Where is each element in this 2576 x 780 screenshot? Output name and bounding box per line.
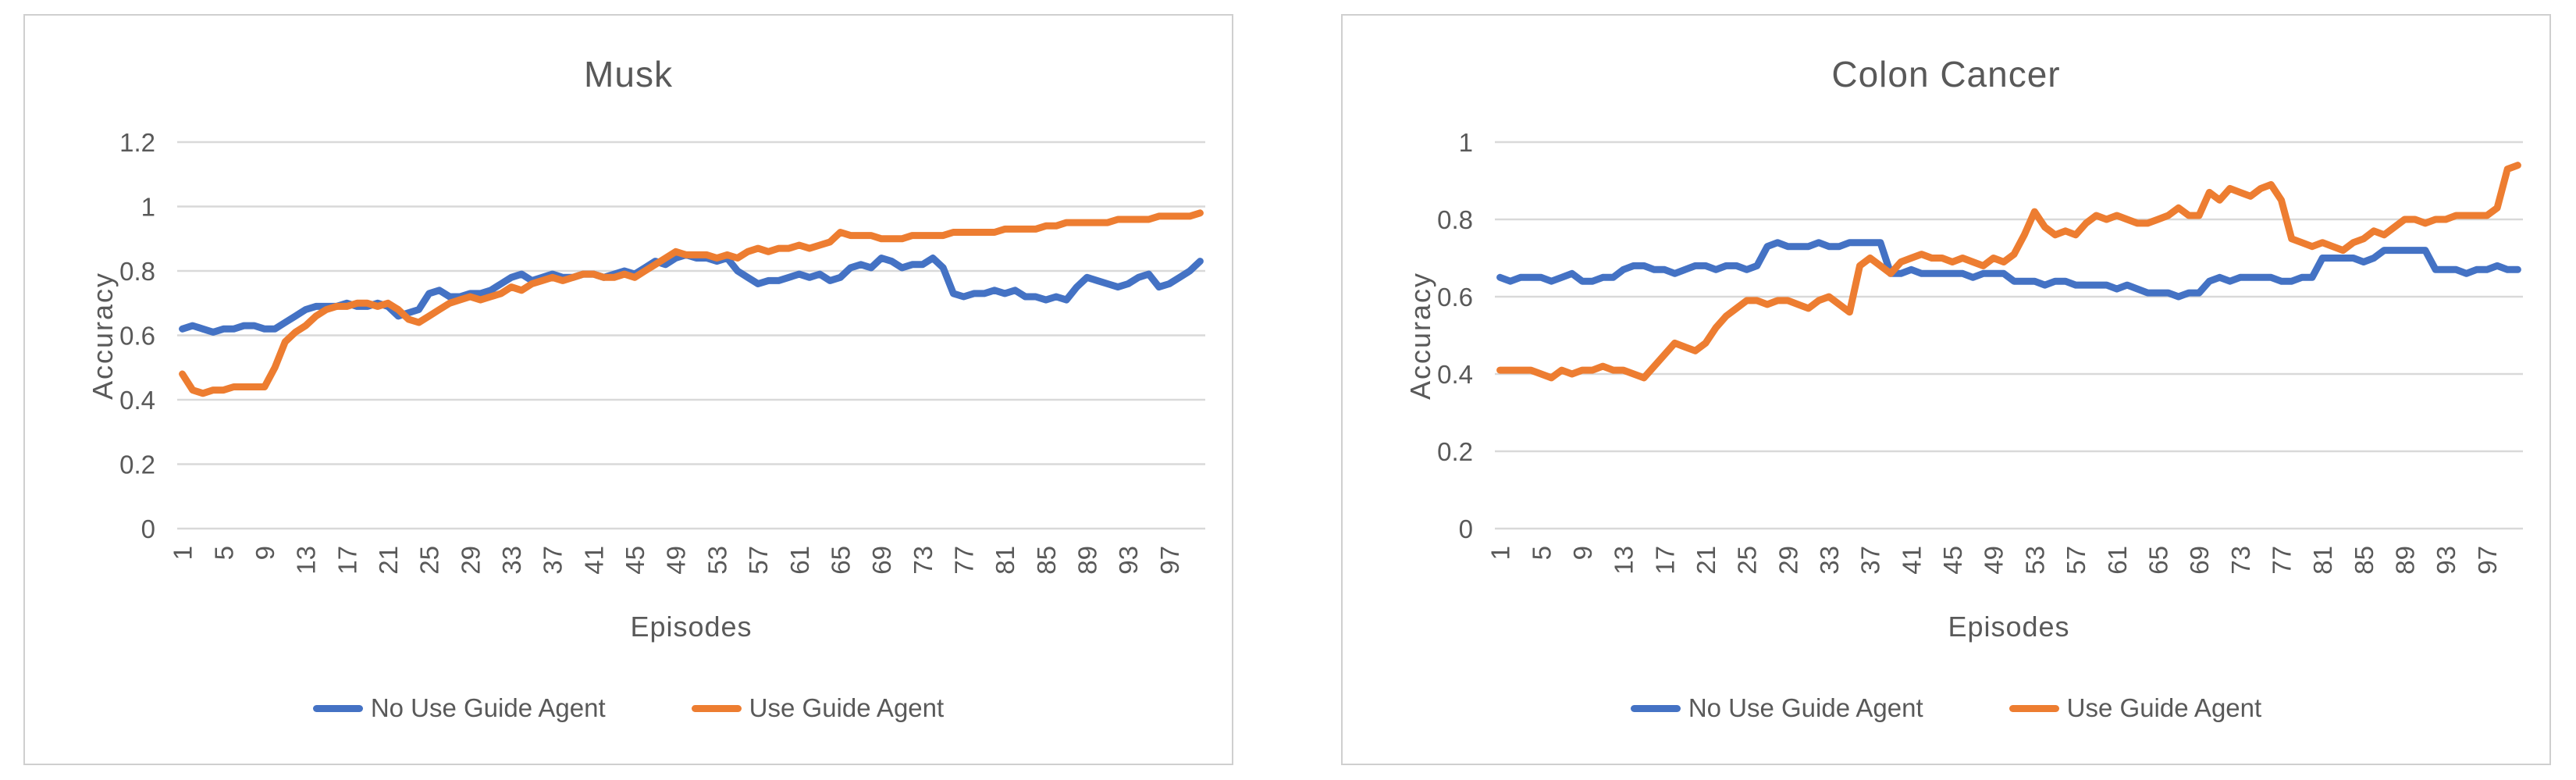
musk-chart-panel: Musk Accuracy 1.2 1 0.8 0.6 0.4 0.2 0 1 5 9 13 17 21… <box>23 14 1233 765</box>
y-tick-label: 0.2 <box>1437 437 1473 466</box>
legend-swatch-use-guide-agent <box>2008 704 2059 712</box>
legend-item-no-use-guide-agent: No Use Guide Agent <box>1630 693 1923 723</box>
x-tick-label: 29 <box>1774 546 1802 575</box>
legend: No Use Guide Agent Use Guide Agent <box>1343 693 2549 723</box>
x-tick-label: 25 <box>415 546 444 575</box>
y-tick-label: 1 <box>141 193 155 222</box>
x-tick-label: 37 <box>1856 546 1885 575</box>
x-tick-label: 89 <box>2391 546 2420 575</box>
x-tick-label: 97 <box>2473 546 2502 575</box>
x-tick-label: 73 <box>2226 546 2255 575</box>
x-tick-label: 65 <box>2144 546 2172 575</box>
series-line-no-use-guide-agent <box>179 251 1204 336</box>
x-tick-label: 73 <box>909 546 938 575</box>
y-tick-label: 0 <box>141 515 155 543</box>
x-tick-label: 69 <box>867 546 896 575</box>
y-tick-label: 0.8 <box>1437 205 1473 234</box>
legend-label: No Use Guide Agent <box>1688 693 1923 722</box>
x-tick-label: 5 <box>209 546 238 560</box>
chart-title: Colon Cancer <box>1831 54 2061 94</box>
x-tick-label: 21 <box>1692 546 1720 575</box>
legend-label: No Use Guide Agent <box>370 693 606 722</box>
x-tick-label: 1 <box>1486 546 1515 560</box>
x-tick-label: 5 <box>1527 546 1556 560</box>
legend-label: Use Guide Agent <box>2066 693 2262 722</box>
y-tick-label: 0.6 <box>1437 283 1473 312</box>
y-tick-label: 0.4 <box>1437 360 1473 389</box>
x-tick-label: 17 <box>1650 546 1679 575</box>
legend-item-no-use-guide-agent: No Use Guide Agent <box>312 693 606 723</box>
x-tick-label: 69 <box>2185 546 2214 575</box>
series-line-use-guide-agent <box>179 209 1204 397</box>
x-tick-label: 25 <box>1733 546 1762 575</box>
x-tick-label: 41 <box>579 546 608 575</box>
x-tick-label: 77 <box>950 546 979 575</box>
x-tick-label: 77 <box>2268 546 2297 575</box>
x-tick-label: 53 <box>703 546 731 575</box>
legend-swatch-no-use-guide-agent <box>1630 704 1681 712</box>
legend-swatch-no-use-guide-agent <box>312 704 363 712</box>
x-tick-label: 85 <box>2350 546 2379 575</box>
x-tick-label: 57 <box>2062 546 2090 575</box>
plot-area: 1.210.80.60.40.201 5 9 13 17 21 25 29 33 37 41 45 49… <box>119 128 1205 575</box>
x-tick-label: 33 <box>1815 546 1844 575</box>
x-tick-label: 81 <box>2308 546 2337 575</box>
x-tick-label: 9 <box>251 546 279 560</box>
y-tick-label: 0.8 <box>119 257 155 286</box>
x-tick-label: 13 <box>292 546 321 575</box>
x-tick-label: 93 <box>2432 546 2460 575</box>
x-tick-label: 53 <box>2020 546 2049 575</box>
x-tick-label: 61 <box>2103 546 2132 575</box>
x-tick-label: 89 <box>1073 546 1102 575</box>
legend-label: Use Guide Agent <box>749 693 945 722</box>
x-tick-label: 45 <box>621 546 649 575</box>
series-line-use-guide-agent <box>1496 162 2521 382</box>
x-tick-label: 17 <box>333 546 361 575</box>
x-tick-label: 41 <box>1897 546 1926 575</box>
x-tick-label: 49 <box>1980 546 2008 575</box>
plot-area: 10.80.60.40.201 5 9 13 17 21 25 29 33 37 41 45 49 53 5… <box>1437 128 2523 575</box>
x-tick-label: 45 <box>1938 546 1967 575</box>
y-tick-label: 0.6 <box>119 322 155 351</box>
x-tick-label: 29 <box>456 546 485 575</box>
x-axis-title: Episodes <box>1948 611 2070 643</box>
x-tick-label: 9 <box>1568 546 1597 560</box>
colon-cancer-chart-panel: Colon Cancer Accuracy 1 0.8 0.6 0.4 0.2 0 1 5 9 1… <box>1341 14 2551 765</box>
legend-item-use-guide-agent: Use Guide Agent <box>691 693 945 723</box>
x-axis-title: Episodes <box>630 611 753 643</box>
y-tick-label: 0.2 <box>119 451 155 479</box>
y-tick-label: 0 <box>1459 515 1473 543</box>
legend-swatch-use-guide-agent <box>691 704 742 712</box>
x-tick-label: 57 <box>744 546 773 575</box>
series-line-no-use-guide-agent <box>1496 239 2521 301</box>
y-tick-label: 1.2 <box>119 128 155 157</box>
y-tick-label: 0.4 <box>119 386 155 415</box>
legend: No Use Guide Agent Use Guide Agent <box>25 693 1232 723</box>
legend-item-use-guide-agent: Use Guide Agent <box>2008 693 2262 723</box>
x-tick-label: 37 <box>539 546 568 575</box>
x-tick-label: 21 <box>374 546 403 575</box>
x-tick-label: 81 <box>991 546 1019 575</box>
x-tick-label: 65 <box>826 546 855 575</box>
chart-title: Musk <box>584 54 673 94</box>
x-tick-label: 97 <box>1155 546 1184 575</box>
x-tick-label: 13 <box>1610 546 1638 575</box>
x-tick-label: 1 <box>169 546 197 560</box>
x-tick-label: 61 <box>785 546 814 575</box>
x-tick-label: 33 <box>497 546 526 575</box>
x-tick-label: 93 <box>1114 546 1143 575</box>
x-tick-label: 49 <box>662 546 691 575</box>
x-tick-label: 85 <box>1032 546 1061 575</box>
y-tick-label: 1 <box>1459 128 1473 157</box>
